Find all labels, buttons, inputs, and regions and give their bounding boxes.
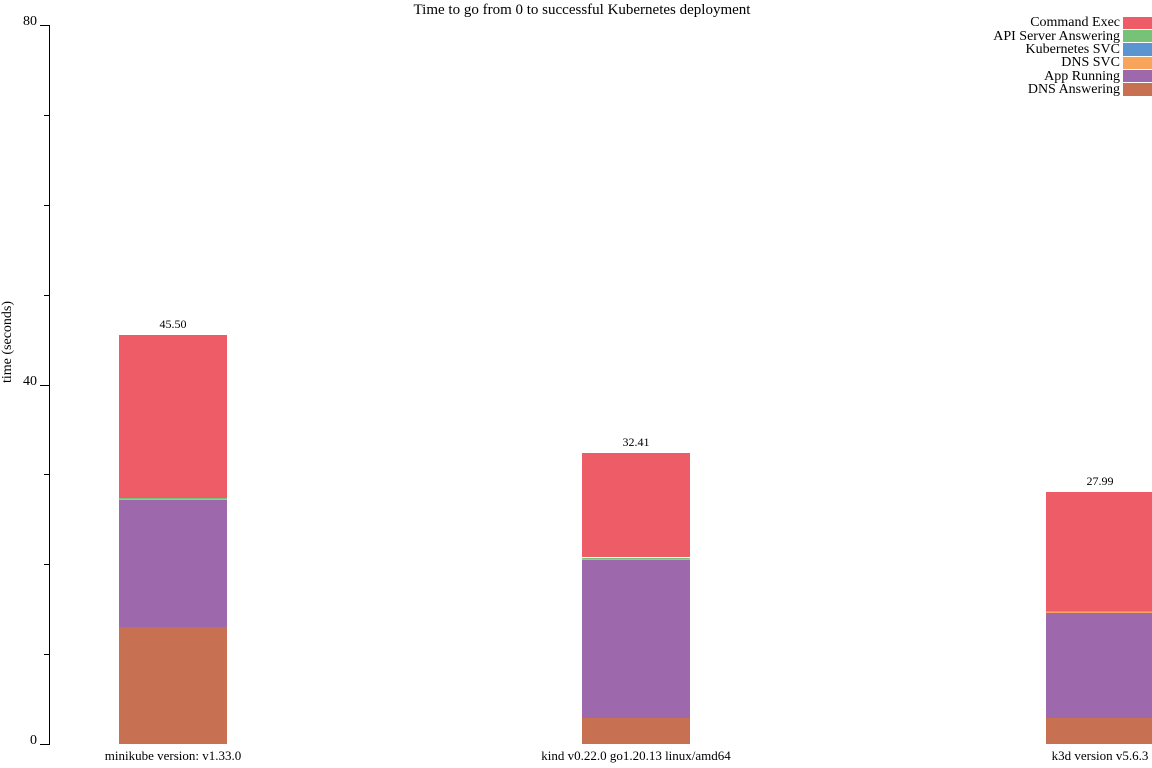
- y-minor-tick: [44, 654, 49, 656]
- legend-item-label: Command Exec: [1030, 15, 1120, 31]
- legend-swatch: [1123, 83, 1152, 96]
- y-major-tick: [40, 25, 49, 26]
- legend-item-label: API Server Answering: [993, 28, 1120, 44]
- bar-segment-dns-svc: [582, 558, 690, 560]
- bar-segment-kubernetes-svc: [119, 498, 227, 500]
- legend-item-label: DNS Answering: [1027, 82, 1120, 98]
- legend-swatch: [1123, 29, 1152, 43]
- bar-segment-dns-answering: [582, 717, 690, 744]
- x-tick-label: kind v0.22.0 go1.20.13 linux/amd64: [541, 748, 731, 763]
- x-tick-label: minikube version: v1.33.0: [104, 748, 242, 763]
- bar-total-label: 27.99: [1086, 474, 1114, 489]
- y-minor-tick: [44, 474, 49, 476]
- legend-item: App Running: [993, 68, 1152, 84]
- bar-segment-app-running: [582, 559, 690, 718]
- bar-segment-dns-svc: [119, 499, 227, 501]
- legend-item: Command Exec: [993, 15, 1152, 31]
- y-minor-tick: [44, 294, 49, 296]
- legend-item: Kubernetes SVC: [993, 41, 1152, 57]
- bar-segment-app-running: [119, 500, 227, 628]
- bar-total-label: 32.41: [622, 434, 650, 449]
- y-tick-label: 80: [23, 14, 37, 29]
- y-tick-label: 40: [23, 373, 37, 389]
- y-minor-tick: [44, 114, 49, 116]
- y-tick-label: 0: [30, 733, 37, 748]
- legend-item-label: Kubernetes SVC: [1025, 41, 1121, 57]
- y-minor-tick: [44, 564, 49, 566]
- y-minor-tick: [44, 204, 49, 206]
- bar-segment-dns-answering: [119, 627, 227, 744]
- bar-segment-command-exec: [582, 452, 690, 558]
- legend-item: DNS SVC: [993, 55, 1152, 71]
- legend-swatch: [1123, 43, 1152, 56]
- y-axis-spine: [49, 25, 50, 745]
- legend-item-label: DNS SVC: [1061, 55, 1120, 71]
- chart-title: Time to go from 0 to successful Kubernet…: [413, 2, 751, 18]
- legend-swatch: [1123, 56, 1152, 70]
- bar-segment-kubernetes-svc: [582, 557, 690, 559]
- legend-swatch: [1123, 16, 1152, 29]
- bar-segment-dns-answering: [1046, 717, 1152, 744]
- y-major-tick: [40, 384, 49, 386]
- x-tick-label: k3d version v5.6.3: [1051, 748, 1149, 763]
- bar-segment-command-exec: [119, 335, 227, 498]
- bar-total-label: 45.50: [159, 317, 187, 332]
- legend: Command Exec API Server Answering Kubernet…: [993, 15, 1152, 98]
- bar-segment-app-running: [1046, 612, 1152, 718]
- bar-segment-command-exec: [1046, 492, 1152, 611]
- legend-item-label: App Running: [1044, 68, 1120, 84]
- legend-item: API Server Answering: [993, 28, 1152, 44]
- legend-swatch: [1123, 70, 1152, 83]
- bar-segment-dns-svc: [1046, 611, 1152, 613]
- bar-segment-kubernetes-svc: [1046, 611, 1152, 612]
- legend-item: DNS Answering: [993, 82, 1152, 98]
- y-major-tick: [40, 744, 49, 745]
